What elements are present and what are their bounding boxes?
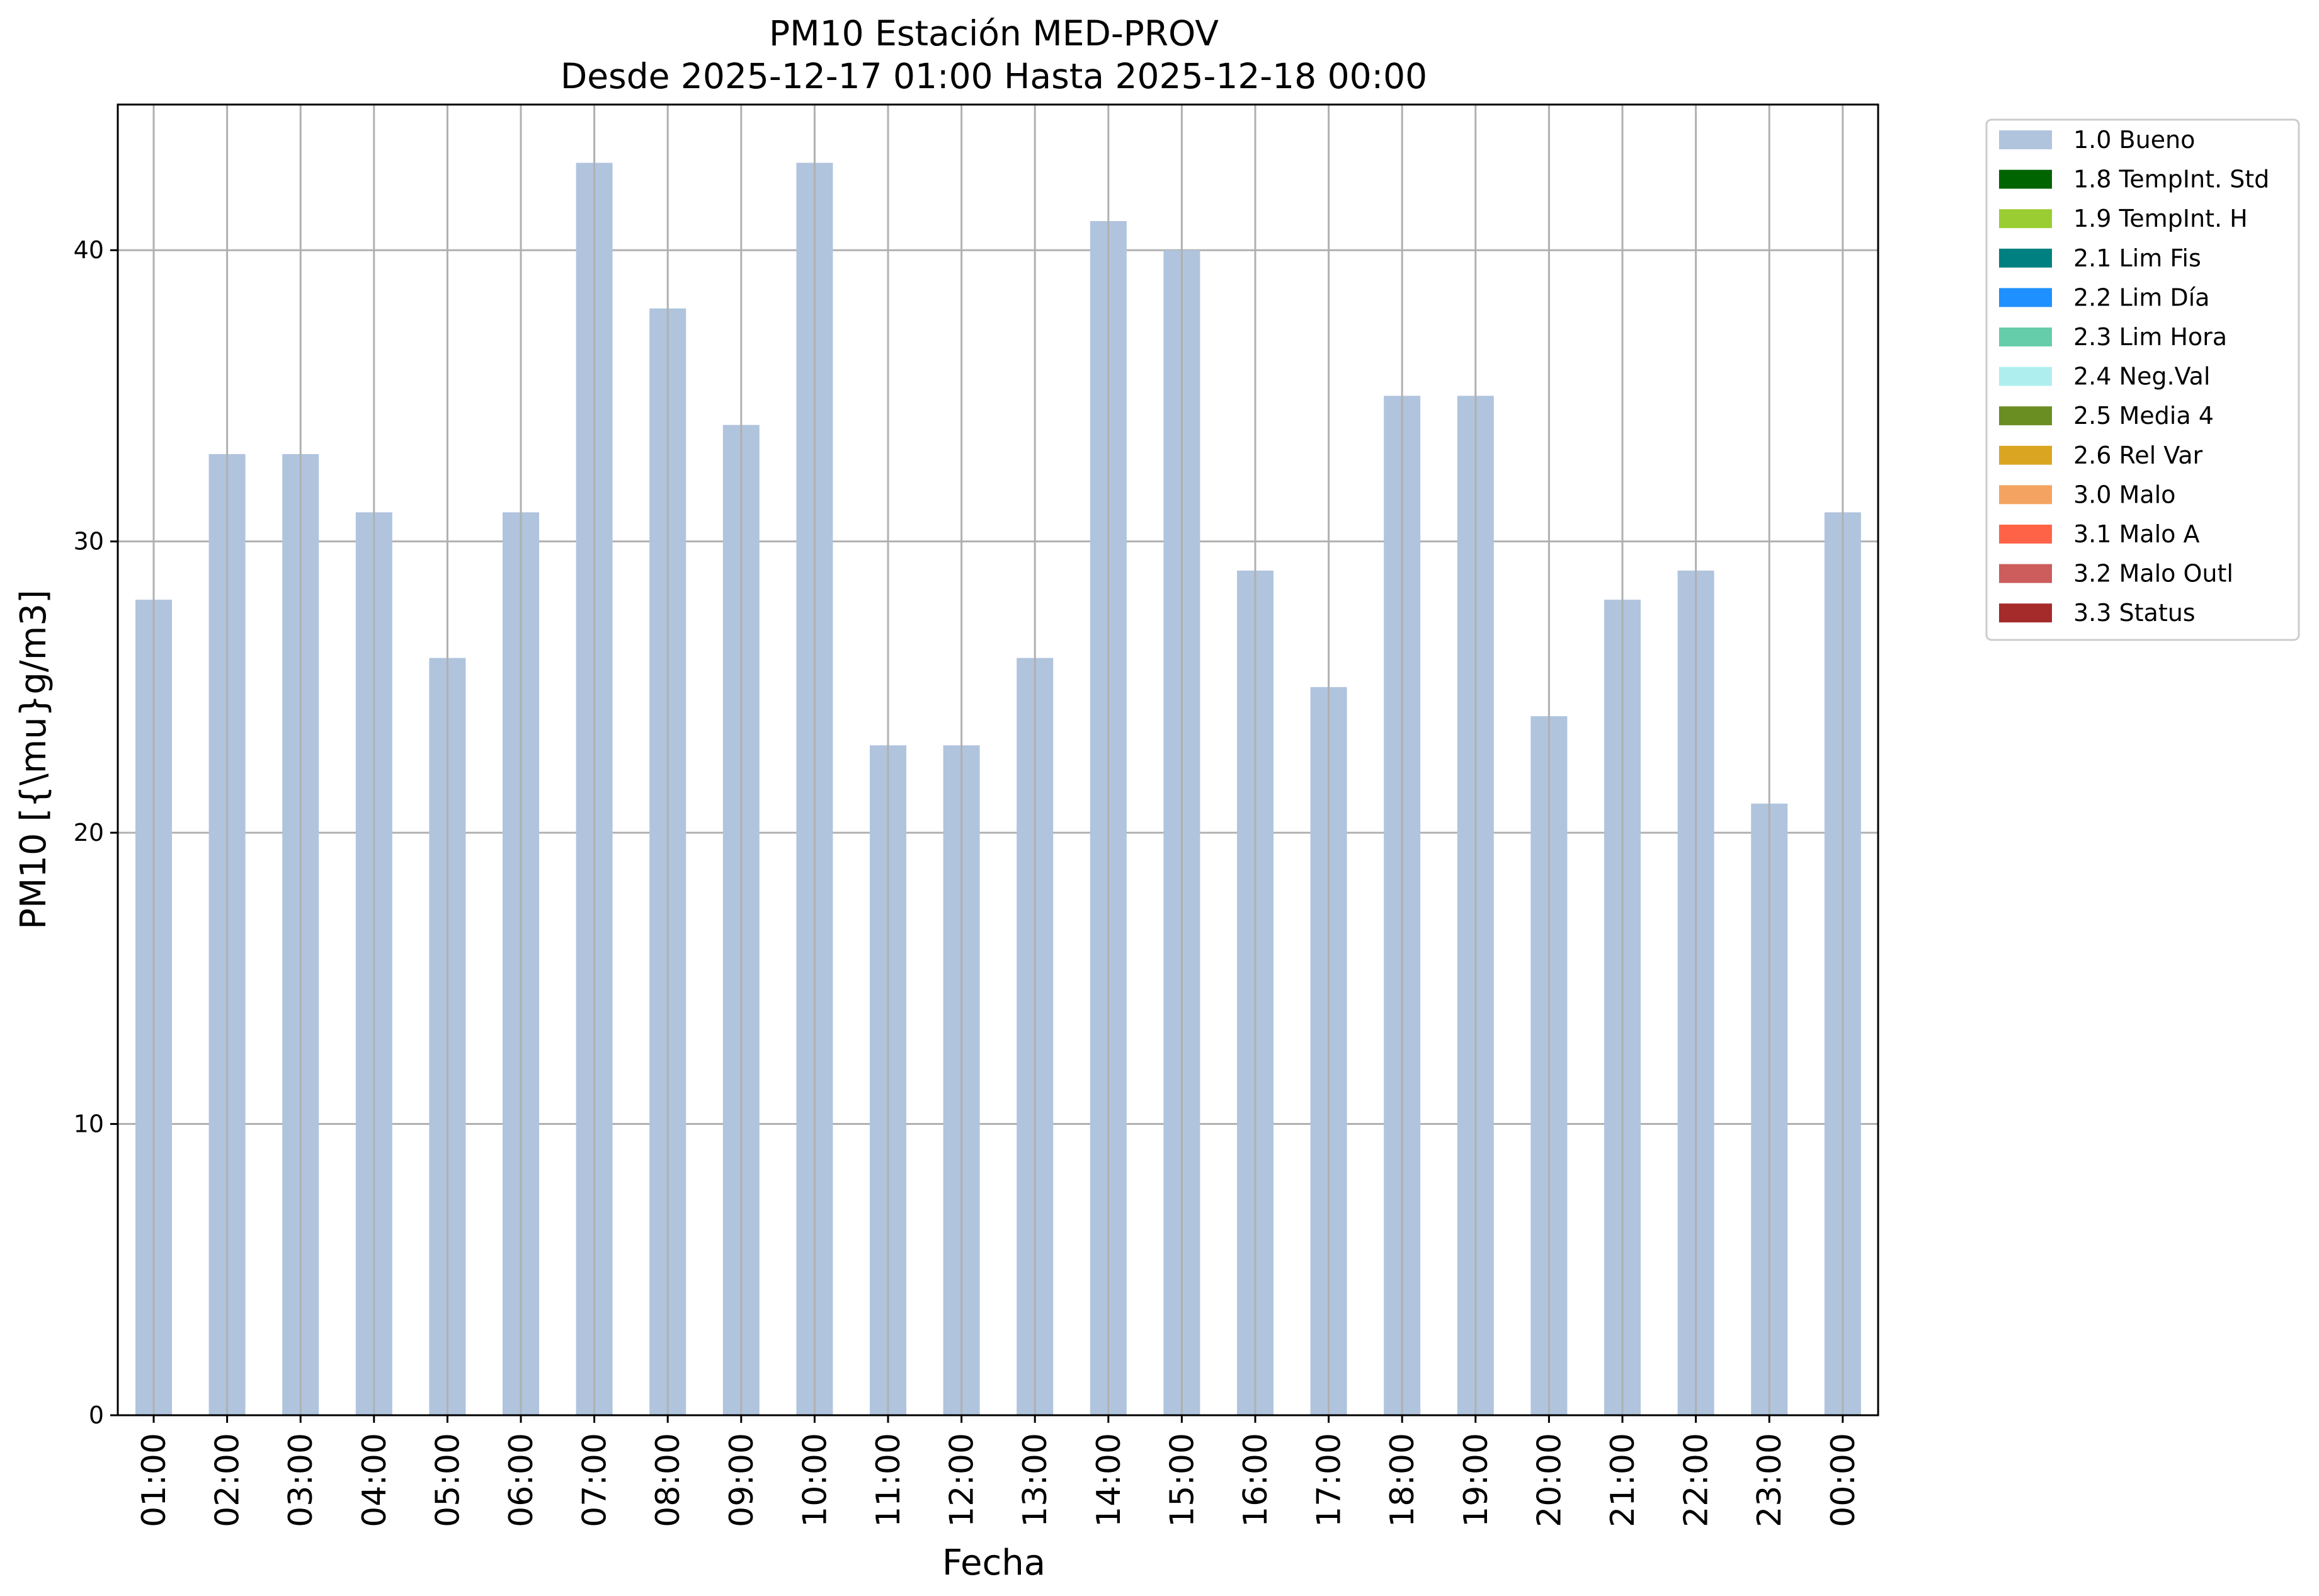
x-tick-label: 02:00 [209, 1433, 247, 1527]
legend-label: 3.2 Malo Outl [2073, 560, 2233, 588]
legend-label: 2.5 Media 4 [2073, 402, 2214, 430]
chart-title: PM10 Estación MED-PROV [769, 13, 1219, 54]
x-tick-label: 19:00 [1457, 1433, 1495, 1527]
x-tick-label: 07:00 [576, 1433, 614, 1527]
x-tick-label: 17:00 [1311, 1433, 1348, 1527]
y-tick-label: 40 [74, 236, 104, 264]
plot-frame [117, 103, 1879, 1416]
legend-swatch [1999, 406, 2052, 426]
x-tick-label: 21:00 [1604, 1433, 1642, 1527]
legend-swatch [1999, 328, 2052, 346]
x-tick-label: 22:00 [1678, 1433, 1716, 1527]
x-tick-label: 08:00 [649, 1433, 687, 1527]
x-gridline-overlay [152, 105, 1844, 1415]
x-tick-label: 14:00 [1090, 1433, 1128, 1527]
x-tick-label: 01:00 [135, 1433, 173, 1527]
legend-swatch [1999, 367, 2052, 386]
legend-label: 1.9 TempInt. H [2073, 205, 2248, 232]
legend-swatch [1999, 485, 2052, 504]
x-tick-label: 06:00 [503, 1433, 540, 1527]
legend-swatch [1999, 130, 2052, 149]
x-tick-label: 23:00 [1751, 1433, 1789, 1527]
x-tick-label: 15:00 [1163, 1433, 1201, 1527]
x-tick-label: 00:00 [1825, 1433, 1862, 1527]
y-axis-label: PM10 [{\mu}g/m3] [13, 590, 54, 930]
legend-label: 1.8 TempInt. Std [2073, 166, 2269, 193]
legend-swatch [1999, 288, 2052, 307]
y-tick-label: 10 [74, 1110, 104, 1138]
legend-label: 3.3 Status [2073, 599, 2196, 627]
legend-swatch [1999, 445, 2052, 465]
legend-swatch [1999, 603, 2052, 623]
legend-swatch [1999, 169, 2052, 189]
x-tick-label: 13:00 [1017, 1433, 1054, 1527]
x-tick-label: 11:00 [870, 1433, 908, 1527]
x-tick-label: 18:00 [1384, 1433, 1422, 1527]
x-axis-ticks: 01:00 02:00 03:00 04:00 05:00 06:00 07:00 08:00… [135, 1415, 1862, 1527]
x-tick-label: 12:00 [943, 1433, 981, 1527]
legend-swatch [1999, 564, 2052, 583]
legend-label: 2.6 Rel Var [2073, 442, 2203, 469]
y-axis-ticks: 0 10 20 30 40 [74, 236, 118, 1429]
legend-label: 1.0 Bueno [2073, 126, 2195, 154]
x-axis-label: Fecha [942, 1542, 1046, 1583]
y-tick-label: 0 [89, 1401, 104, 1429]
legend-label: 2.2 Lim Día [2073, 283, 2209, 311]
legend-label: 2.3 Lim Hora [2073, 323, 2227, 351]
legend: 1.0 Bueno 1.8 TempInt. Std 1.9 TempInt. H 2… [1985, 118, 2300, 641]
x-tick-label: 20:00 [1530, 1433, 1568, 1527]
x-tick-label: 09:00 [723, 1433, 761, 1527]
y-tick-label: 30 [74, 528, 104, 556]
x-tick-label: 04:00 [356, 1433, 394, 1527]
x-tick-label: 03:00 [282, 1433, 320, 1527]
x-tick-label: 05:00 [429, 1433, 467, 1527]
chart-subtitle: Desde 2025-12-17 01:00 Hasta 2025-12-18 … [561, 56, 1427, 96]
x-tick-label: 16:00 [1237, 1433, 1275, 1527]
legend-label: 3.0 Malo [2073, 481, 2175, 508]
x-tick-label: 10:00 [796, 1433, 834, 1527]
y-tick-label: 20 [74, 819, 104, 846]
legend-label: 2.4 Neg.Val [2073, 363, 2210, 390]
legend-box [1985, 118, 2300, 641]
legend-swatch [1999, 525, 2052, 544]
legend-swatch [1999, 209, 2052, 229]
legend-swatch [1999, 248, 2052, 268]
legend-label: 3.1 Malo A [2073, 520, 2199, 548]
legend-label: 2.1 Lim Fis [2073, 244, 2201, 272]
